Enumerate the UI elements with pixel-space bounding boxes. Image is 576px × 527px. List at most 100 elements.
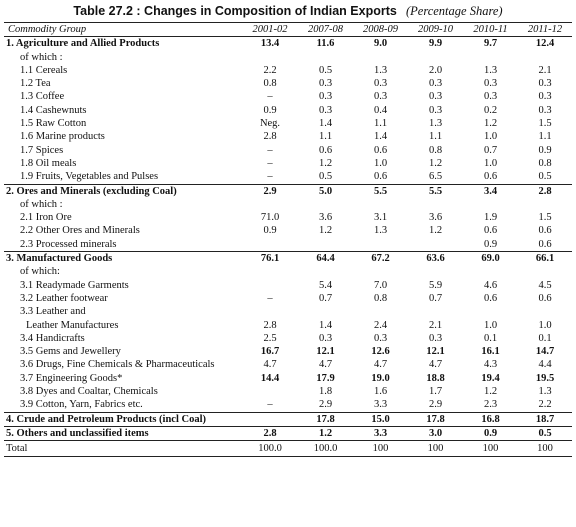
cell-value: 1.1 [538,131,552,143]
cell-value [242,385,298,398]
cell-value: 0.8 [263,78,277,90]
column-header: 2009-10 [418,24,453,35]
row-label: 5. Others and unclassified items [6,427,149,439]
cell-value: 4.3 [483,359,498,371]
cell-value: 100 [537,443,553,455]
row-label: 2.1 Iron Ore [20,212,72,224]
cell-value: 2.8 [263,319,277,331]
cell-value: 1.2 [428,157,443,169]
cell-value: 16.8 [481,413,500,425]
cell-value: – [267,91,273,103]
cell-value: 4.6 [483,279,498,291]
cell-value [298,305,353,318]
cell-value: 0.6 [373,144,388,156]
cell-value: 2.8 [263,427,277,439]
table-row: 3.4 Handicrafts 2.5 0.3 0.3 0.3 0.1 0.1 [4,332,572,345]
cell-value: 0.1 [483,332,498,344]
table-row: 2. Ores and Minerals (excluding Coal) 2.9… [4,184,572,198]
cell-value: 100.0 [313,443,338,455]
row-label: Total [6,443,28,455]
cell-value: – [267,144,273,156]
cell-value: 0.3 [483,91,498,103]
row-label: Leather Manufactures [26,319,119,331]
cell-value: 0.3 [428,104,443,116]
cell-value: 0.8 [538,157,552,169]
cell-value: – [267,399,273,411]
row-label: 1.6 Marine products [20,131,105,143]
row-label: 3.2 Leather footwear [20,292,108,304]
cell-value: 100 [372,443,389,455]
cell-value: 1.1 [318,131,333,143]
cell-value: 14.7 [535,346,555,358]
cell-value: 9.0 [373,38,388,50]
row-label: of which: [20,266,60,278]
cell-value: 1.4 [318,118,333,130]
cell-value: 0.6 [483,225,498,237]
row-label: 4. Crude and Petroleum Products (incl Co… [6,413,206,425]
column-header: 2008-09 [363,24,398,35]
cell-value: 4.7 [428,359,443,371]
cell-value: 3.6 [428,212,443,224]
cell-value: 1.0 [538,319,552,331]
cell-value: 1.6 [373,386,388,398]
cell-value: 1.3 [373,64,388,76]
cell-value: 0.3 [373,91,388,103]
cell-value: 4.4 [538,359,552,371]
cell-value: 2.8 [263,131,277,143]
cell-value: 3.0 [428,427,443,439]
cell-value: 1.3 [483,64,498,76]
row-label: 3.3 Leather and [20,306,86,318]
cell-value [408,265,463,278]
table-row: 1.1 Cereals 2.2 0.5 1.3 2.0 1.3 2.1 [4,64,572,77]
table-row: 5. Others and unclassified items 2.8 1.2 3.… [4,426,572,440]
table-row: 3. Manufactured Goods 76.1 64.4 67.2 63.6 69.… [4,252,572,266]
row-label: 2.2 Other Ores and Minerals [20,225,140,237]
table-row: 3.2 Leather footwear – 0.7 0.8 0.7 0.6 0.6 [4,292,572,305]
table-row: 3.7 Engineering Goods* 14.4 17.9 19.0 18.8 19… [4,372,572,385]
cell-value: 0.6 [538,238,552,250]
cell-value [242,51,298,64]
column-header: 2010-11 [473,24,508,35]
cell-value: 18.7 [535,413,555,425]
cell-value: 3.3 [373,427,388,439]
cell-value: 1.2 [483,386,498,398]
cell-value: 1.2 [483,118,498,130]
table-row: of which : [4,51,572,64]
table-row: 1.7 Spices – 0.6 0.6 0.8 0.7 0.9 [4,144,572,157]
cell-value: 2.9 [263,185,277,197]
cell-value: 12.6 [371,346,390,358]
cell-value: 71.0 [260,212,280,224]
cell-value [408,305,463,318]
row-label: 2.3 Processed minerals [20,238,117,250]
cell-value: 16.1 [481,346,500,358]
cell-value: 17.8 [316,413,335,425]
cell-value: 7.0 [373,279,388,291]
column-header: Commodity Group [8,24,87,35]
cell-value: 1.1 [373,118,388,130]
cell-value: – [267,157,273,169]
cell-value: 67.2 [371,253,390,265]
cell-value: 1.7 [428,386,443,398]
cell-value: 17.9 [316,372,335,384]
table-row: of which: [4,265,572,278]
cell-value: 1.4 [318,319,333,331]
table-title-block: Table 27.2 : Changes in Composition of I… [0,4,576,19]
cell-value: 12.1 [426,346,445,358]
cell-value: 1.3 [428,118,443,130]
cell-value: 100 [427,443,444,455]
cell-value: 1.1 [428,131,443,143]
table-row: 1.4 Cashewnuts 0.9 0.3 0.4 0.3 0.2 0.3 [4,104,572,117]
cell-value [242,238,298,252]
cell-value: Neg. [259,118,281,130]
cell-value: 0.7 [428,292,443,304]
cell-value: 1.3 [373,225,388,237]
table-row: 3.6 Drugs, Fine Chemicals & Pharmaceutic… [4,358,572,371]
cell-value: 1.2 [318,157,333,169]
cell-value: 0.3 [428,78,443,90]
cell-value: 0.1 [538,332,552,344]
cell-value [353,265,408,278]
cell-value: 3.3 [373,399,388,411]
cell-value: 2.9 [318,399,333,411]
cell-value: 12.4 [535,38,555,50]
row-label: of which : [20,198,63,210]
